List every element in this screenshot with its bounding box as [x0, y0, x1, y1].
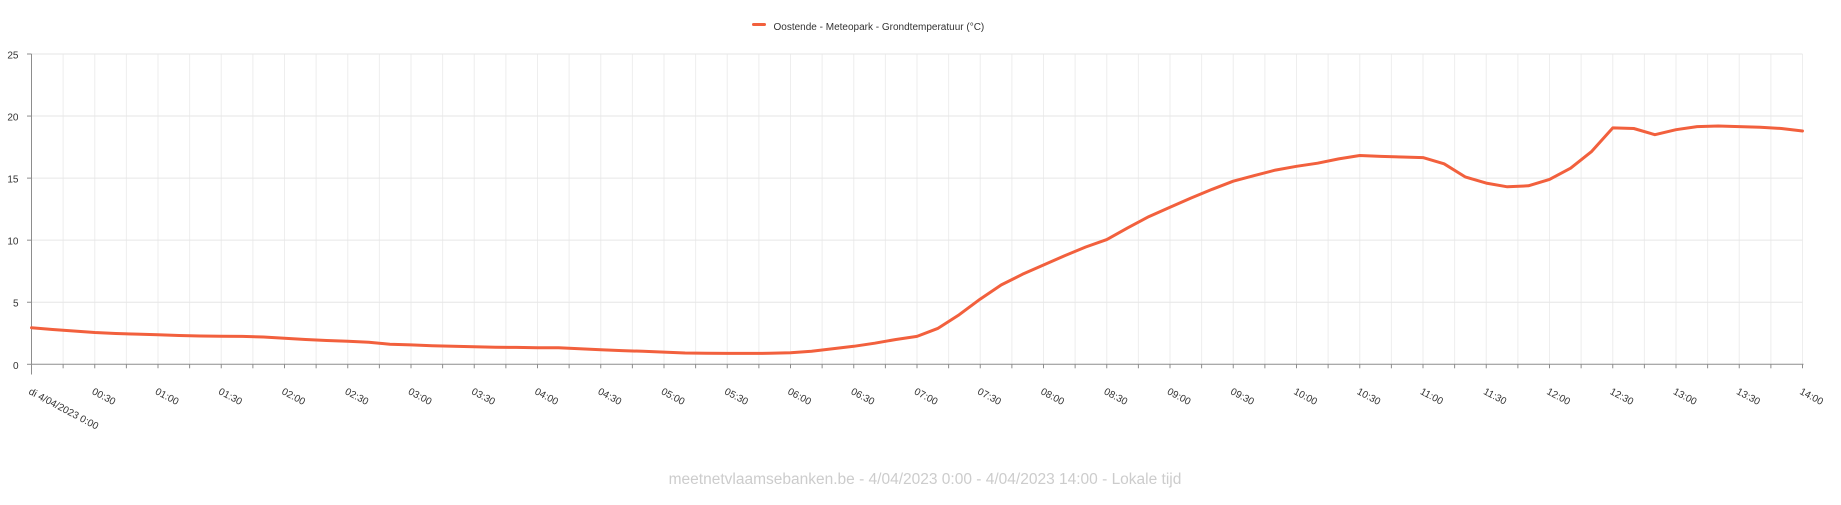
svg-text:15: 15: [7, 175, 19, 186]
svg-text:0: 0: [13, 361, 19, 372]
svg-text:Oostende - Meteopark - Grondte: Oostende - Meteopark - Grondtemperatuur …: [774, 22, 985, 33]
svg-text:5: 5: [13, 299, 19, 310]
svg-text:meetnetvlaamsebanken.be - 4/04: meetnetvlaamsebanken.be - 4/04/2023 0:00…: [669, 471, 1182, 488]
svg-text:20: 20: [7, 113, 19, 124]
svg-text:10: 10: [7, 237, 19, 248]
svg-text:25: 25: [7, 51, 19, 62]
